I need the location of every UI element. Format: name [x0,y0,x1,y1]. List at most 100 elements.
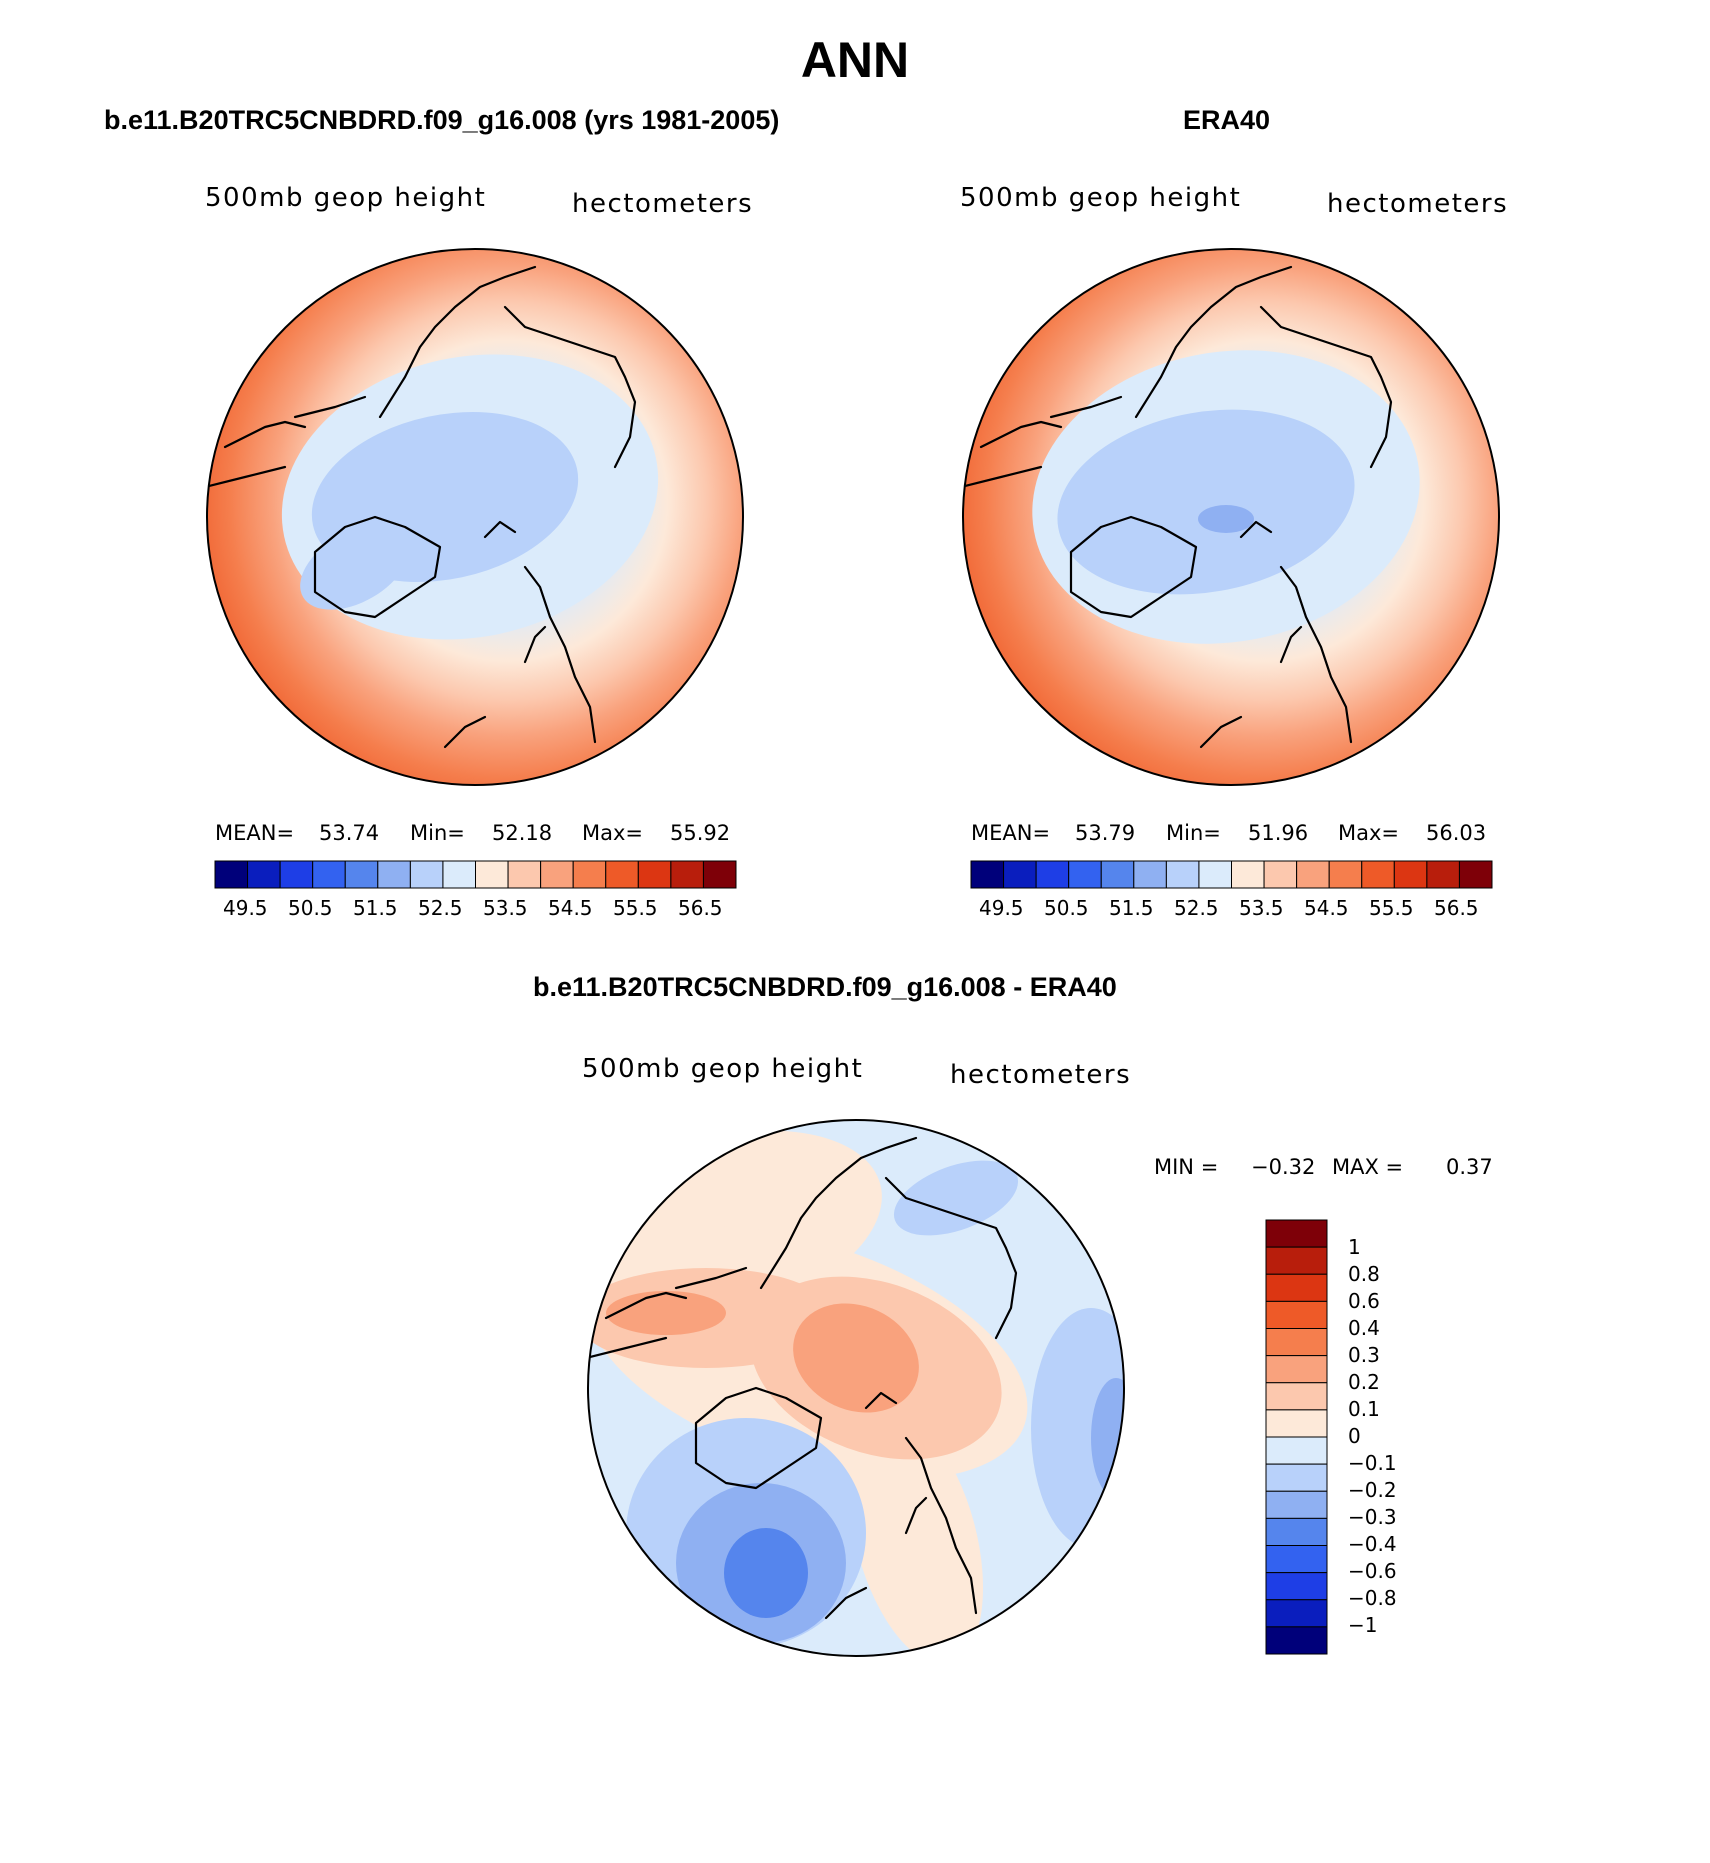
colorbar-swatch [1426,860,1460,889]
stats-mean-label: MEAN= [215,821,295,845]
diff-min-label: MIN = [1154,1155,1219,1179]
diff-max-label: MAX = [1332,1155,1404,1179]
colorbar-swatch [1265,1300,1328,1330]
polar-map-model [206,248,744,786]
colorbar-swatch [1361,860,1395,889]
colorbar-tick: 56.5 [1434,896,1479,920]
colorbar-tick: 52.5 [1174,896,1219,920]
colorbar-swatch [312,860,346,889]
colorbar-tick: 0.2 [1348,1370,1380,1394]
diff-max-value: 0.37 [1446,1155,1493,1179]
colorbar-swatch [605,860,639,889]
colorbar-swatch [247,860,281,889]
colorbar-tick: −0.2 [1348,1478,1397,1502]
colorbar-swatch [970,860,1005,889]
colorbar-swatch [702,860,737,889]
colorbar-swatch [1265,1328,1328,1357]
figure-title: ANN [800,32,910,88]
colorbar-swatch [1265,1436,1328,1465]
colorbar-swatch [1265,1246,1328,1275]
colorbar-tick: 0.4 [1348,1316,1380,1340]
stats-max-label: Max= [1338,821,1400,845]
colorbar-swatch [1265,1409,1328,1438]
colorbar-swatch [1265,1382,1328,1411]
colorbar-tick: 54.5 [548,896,593,920]
stats-max-value: 55.92 [670,821,731,845]
stats-max-value: 56.03 [1426,821,1487,845]
colorbar-swatch [1100,860,1135,889]
colorbar-swatch [279,860,314,889]
units-label: hectometers [950,1060,1132,1090]
colorbar-swatch [1265,1463,1328,1492]
panel-title-obs: ERA40 [1183,105,1271,135]
colorbar-swatch [1198,860,1233,889]
colorbar-tick: −0.3 [1348,1505,1397,1529]
colorbar-swatch [442,860,477,889]
colorbar-tick: 55.5 [613,896,658,920]
colorbar-tick: 0.6 [1348,1289,1380,1313]
colorbar-swatch [1003,860,1037,889]
polar-map-difference [587,1119,1125,1657]
stats-min-label: Min= [1166,821,1221,845]
variable-label: 500mb geop height [205,183,487,213]
colorbar-tick: 52.5 [418,896,463,920]
colorbar-swatch [344,860,379,889]
colorbar-tick: 50.5 [1044,896,1089,920]
colorbar-tick: 51.5 [1109,896,1154,920]
colorbar-tick: 55.5 [1369,896,1414,920]
colorbar-swatch [1165,860,1200,889]
colorbar-tick: −0.1 [1348,1451,1397,1475]
colorbar-swatch [670,860,704,889]
colorbar-swatch [540,860,574,889]
colorbar-swatch [1265,1273,1328,1302]
colorbar-obs [970,860,1493,889]
units-label: hectometers [1327,189,1509,219]
stats-min-value: 51.96 [1248,821,1309,845]
variable-label: 500mb geop height [582,1054,864,1084]
colorbar-swatch [1231,860,1265,889]
stats-mean-value: 53.79 [1075,821,1136,845]
colorbar-swatch [637,860,672,889]
colorbar-swatch [1393,860,1428,889]
colorbar-swatch [409,860,444,889]
diff-min-value: −0.32 [1251,1155,1316,1179]
colorbar-swatch [1265,1490,1328,1519]
colorbar-tick: 56.5 [678,896,723,920]
colorbar-swatch [1265,1219,1328,1248]
colorbar-swatch [507,860,542,889]
colorbar-swatch [1265,1572,1328,1601]
colorbar-model [214,860,737,889]
colorbar-swatch [572,860,607,889]
colorbar-difference [1265,1219,1328,1655]
colorbar-swatch [475,860,509,889]
colorbar-tick: −0.6 [1348,1559,1397,1583]
colorbar-tick: 53.5 [483,896,528,920]
colorbar-tick: −0.4 [1348,1532,1397,1556]
colorbar-swatch [1265,1545,1328,1574]
variable-label: 500mb geop height [960,183,1242,213]
colorbar-tick: 49.5 [223,896,268,920]
colorbar-swatch [1035,860,1070,889]
colorbar-swatch [1265,1599,1328,1628]
stats-mean-value: 53.74 [319,821,380,845]
colorbar-swatch [1133,860,1167,889]
colorbar-tick: 53.5 [1239,896,1284,920]
colorbar-tick: 1 [1348,1235,1361,1259]
units-label: hectometers [572,189,754,219]
colorbar-swatch [1265,1355,1328,1384]
colorbar-tick: 0.3 [1348,1343,1380,1367]
panel-title-model: b.e11.B20TRC5CNBDRD.f09_g16.008 (yrs 198… [104,105,780,135]
colorbar-swatch [1265,1626,1328,1655]
stats-mean-label: MEAN= [971,821,1051,845]
colorbar-swatch [214,860,249,889]
colorbar-swatch [377,860,411,889]
colorbar-tick: 50.5 [288,896,333,920]
colorbar-tick: 51.5 [353,896,398,920]
panel-title-difference: b.e11.B20TRC5CNBDRD.f09_g16.008 - ERA40 [533,972,1117,1002]
colorbar-tick: 0 [1348,1424,1361,1448]
stats-min-value: 52.18 [492,821,553,845]
colorbar-swatch [1328,860,1363,889]
colorbar-tick: 0.1 [1348,1397,1380,1421]
stats-min-label: Min= [410,821,465,845]
colorbar-tick: −0.8 [1348,1586,1397,1610]
